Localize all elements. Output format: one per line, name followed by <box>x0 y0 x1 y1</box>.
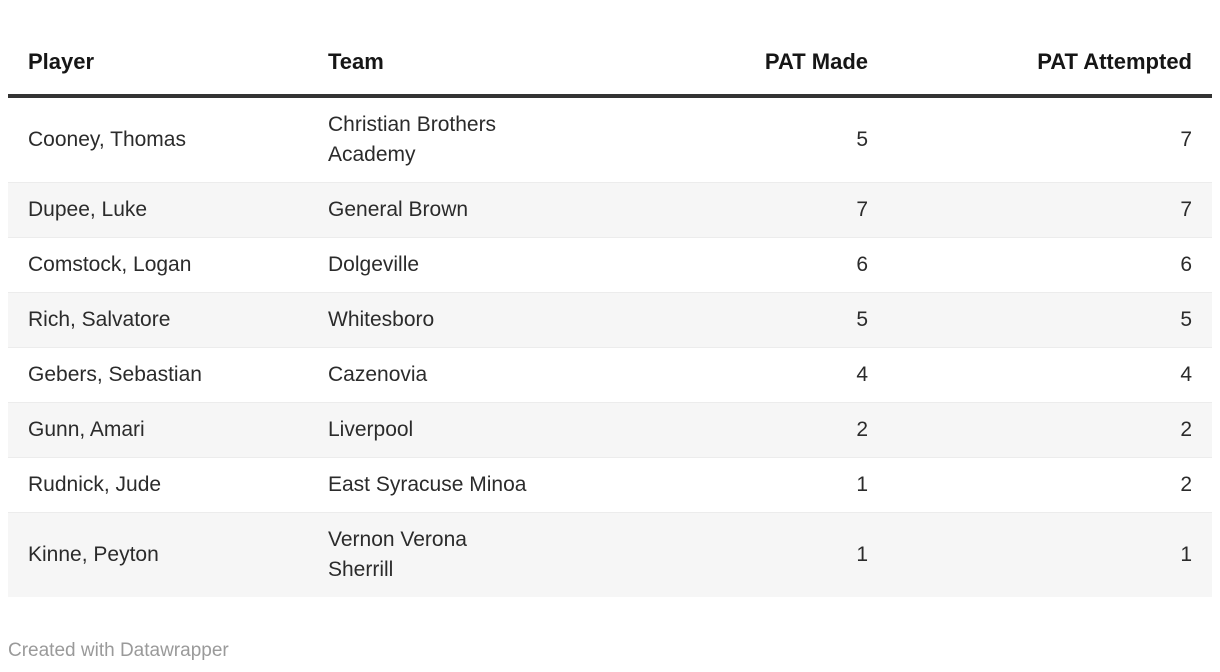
pat-attempted-cell: 7 <box>1180 198 1192 221</box>
pat-attempted-cell: 6 <box>1180 253 1192 276</box>
team-cell: Christian Brothers Academy <box>328 113 497 166</box>
pat-attempted-cell: 1 <box>1180 543 1192 566</box>
attribution-link[interactable]: Created with Datawrapper <box>8 640 229 661</box>
team-cell: General Brown <box>328 198 469 221</box>
team-cell: Whitesboro <box>328 308 435 331</box>
table-row: Kinne, Peyton Vernon Verona Sherrill 1 1 <box>8 512 1212 597</box>
table-row: Dupee, Luke General Brown 7 7 <box>8 182 1212 238</box>
team-cell: Vernon Verona Sherrill <box>328 528 467 581</box>
pat-made-cell: 7 <box>856 198 868 221</box>
player-cell: Cooney, Thomas <box>28 128 186 151</box>
player-cell: Comstock, Logan <box>28 253 192 276</box>
pat-attempted-cell: 7 <box>1180 128 1192 151</box>
table-row: Gunn, Amari Liverpool 2 2 <box>8 402 1212 458</box>
header-row: Player Team PAT Made PAT Attempted <box>8 0 1212 96</box>
column-header-player: Player <box>28 49 95 74</box>
team-cell: Cazenovia <box>328 363 428 386</box>
pat-made-cell: 2 <box>856 418 868 441</box>
player-cell: Gunn, Amari <box>28 418 145 441</box>
table-row: Cooney, Thomas Christian Brothers Academ… <box>8 96 1212 183</box>
pat-made-cell: 4 <box>856 363 868 386</box>
column-header-team: Team <box>328 49 384 74</box>
pat-stats-table: Player Team PAT Made PAT Attempted Coone… <box>8 0 1212 597</box>
player-cell: Kinne, Peyton <box>28 543 159 566</box>
pat-made-cell: 5 <box>856 128 868 151</box>
pat-made-cell: 5 <box>856 308 868 331</box>
pat-made-cell: 6 <box>856 253 868 276</box>
pat-attempted-cell: 2 <box>1180 473 1192 496</box>
pat-made-cell: 1 <box>856 473 868 496</box>
table-row: Gebers, Sebastian Cazenovia 4 4 <box>8 347 1212 403</box>
team-cell: Dolgeville <box>328 253 420 276</box>
pat-attempted-cell: 4 <box>1180 363 1192 386</box>
pat-attempted-cell: 2 <box>1180 418 1192 441</box>
player-cell: Rich, Salvatore <box>28 308 171 331</box>
player-cell: Gebers, Sebastian <box>28 363 202 386</box>
table-row: Rich, Salvatore Whitesboro 5 5 <box>8 292 1212 348</box>
pat-made-cell: 1 <box>856 543 868 566</box>
team-cell: Liverpool <box>328 418 414 441</box>
column-header-pat-attempted: PAT Attempted <box>1037 49 1192 74</box>
table-row: Comstock, Logan Dolgeville 6 6 <box>8 237 1212 293</box>
player-cell: Rudnick, Jude <box>28 473 162 496</box>
player-cell: Dupee, Luke <box>28 198 148 221</box>
team-cell: East Syracuse Minoa <box>328 473 527 496</box>
table-row: Rudnick, Jude East Syracuse Minoa 1 2 <box>8 457 1212 513</box>
pat-attempted-cell: 5 <box>1180 308 1192 331</box>
column-header-pat-made: PAT Made <box>764 49 868 74</box>
